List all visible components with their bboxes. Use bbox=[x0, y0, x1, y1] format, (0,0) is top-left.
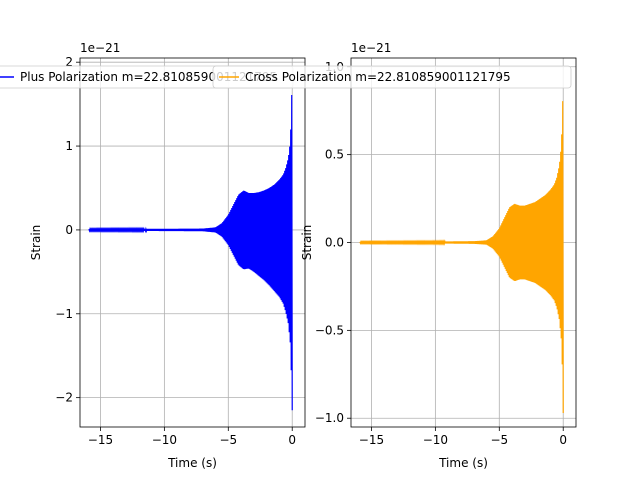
y-tick-label: 2 bbox=[65, 55, 73, 69]
y-tick-label: 1 bbox=[65, 139, 73, 153]
y-tick-label: −0.5 bbox=[315, 323, 344, 337]
x-tick-label: 0 bbox=[288, 433, 296, 447]
y-tick-label: 0.0 bbox=[325, 236, 344, 250]
legend: Cross Polarization m=22.810859001121795 bbox=[212, 65, 572, 89]
x-tick-label: −10 bbox=[423, 433, 448, 447]
x-axis-label: Time (s) bbox=[438, 456, 488, 470]
y-tick-label: 0.5 bbox=[325, 148, 344, 162]
x-tick-label: −10 bbox=[152, 433, 177, 447]
axes-frame bbox=[79, 57, 306, 428]
x-tick-label: −5 bbox=[219, 433, 237, 447]
series-line-1 bbox=[88, 94, 293, 411]
y-tick-label: −1 bbox=[55, 307, 73, 321]
series-line-1 bbox=[359, 101, 564, 413]
y-axis-label: Strain bbox=[300, 225, 314, 261]
legend-box bbox=[212, 65, 572, 89]
x-tick-label: 0 bbox=[559, 433, 567, 447]
x-tick-label: −5 bbox=[490, 433, 508, 447]
y-axis-label: Strain bbox=[29, 225, 43, 261]
y-tick-label: 0 bbox=[65, 223, 73, 237]
x-tick-label: −15 bbox=[88, 433, 113, 447]
y-offset-label: 1e−21 bbox=[80, 41, 120, 55]
y-offset-label: 1e−21 bbox=[351, 41, 391, 55]
y-tick-label: −2 bbox=[55, 391, 73, 405]
subplot-2: −15−10−50−1.0−0.50.00.51.0Time (s)Strain… bbox=[212, 41, 577, 470]
x-tick-label: −15 bbox=[359, 433, 384, 447]
y-tick-label: −1.0 bbox=[315, 411, 344, 425]
x-axis-label: Time (s) bbox=[167, 456, 217, 470]
legend-label: Cross Polarization m=22.810859001121795 bbox=[245, 70, 511, 84]
